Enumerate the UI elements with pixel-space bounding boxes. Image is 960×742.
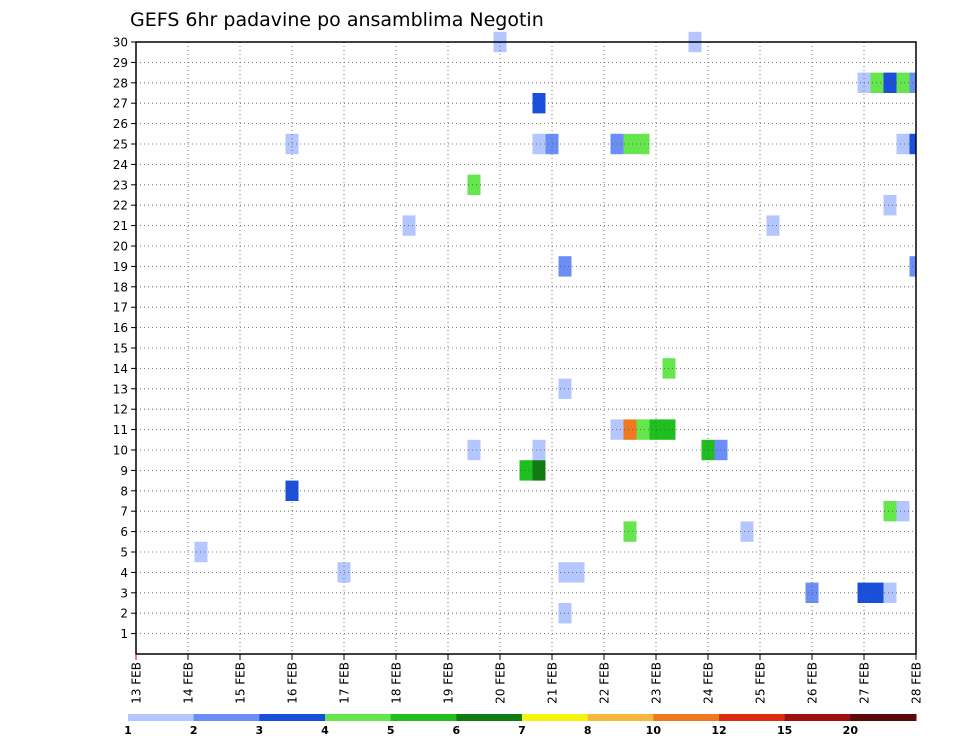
y-tick-label: 23 [113, 178, 128, 192]
colorbar-swatch [325, 714, 392, 721]
y-tick-label: 22 [113, 199, 128, 213]
precip-cell [883, 501, 897, 522]
precip-cell [883, 582, 897, 603]
colorbar-swatch [587, 714, 654, 721]
colorbar-label: 5 [387, 724, 395, 737]
colorbar-swatch [128, 714, 195, 721]
x-tick-label: 21 FEB [546, 662, 560, 704]
colorbar-legend: 1 2 3 4 5 6 7 8 10 12 15 20 [124, 714, 917, 737]
x-tick-label: 17 FEB [338, 662, 352, 704]
precip-cell [532, 439, 546, 461]
y-tick-label: 11 [113, 423, 128, 437]
precip-cell [467, 439, 481, 461]
y-tick-label: 10 [113, 444, 128, 458]
y-tick-label: 25 [113, 138, 128, 152]
y-tick-label: 6 [120, 525, 128, 539]
x-tick-label: 27 FEB [858, 662, 872, 704]
colorbar-label: 4 [321, 724, 329, 737]
colorbar-swatch [719, 714, 786, 721]
y-axis: 1234567891011121314151617181920212223242… [113, 36, 136, 641]
precip-cell [623, 521, 637, 542]
precip-cell [896, 133, 910, 155]
colorbar-label: 3 [256, 724, 264, 737]
y-tick-label: 30 [113, 36, 128, 50]
x-tick-label: 19 FEB [442, 662, 456, 704]
y-tick-label: 3 [120, 586, 128, 600]
precip-cell [467, 174, 481, 195]
precip-cell [623, 419, 637, 440]
precip-cell [532, 460, 546, 481]
y-tick-label: 20 [113, 240, 128, 254]
y-tick-label: 24 [113, 158, 128, 172]
x-axis: 13 FEB 14 FEB 15 FEB 16 FEB 17 FEB 18 FEB 19 F… [130, 654, 924, 704]
y-tick-label: 16 [113, 321, 128, 335]
precip-cell [571, 562, 585, 583]
x-tick-label: 20 FEB [494, 662, 508, 704]
precip-cell [883, 72, 897, 93]
y-tick-label: 18 [113, 280, 128, 294]
y-tick-label: 9 [120, 464, 128, 478]
y-tick-label: 21 [113, 219, 128, 233]
x-tick-label: 13 FEB [130, 662, 144, 704]
colorbar-label: 7 [518, 724, 526, 737]
x-tick-label: 14 FEB [182, 662, 196, 704]
colorbar-label: 12 [711, 724, 726, 737]
y-tick-label: 27 [113, 97, 128, 111]
y-tick-label: 19 [113, 260, 128, 274]
colorbar-label: 2 [190, 724, 198, 737]
grid-lines [136, 41, 916, 654]
colorbar-swatch [522, 714, 589, 721]
y-tick-label: 2 [120, 607, 128, 621]
colorbar-label: 6 [453, 724, 461, 737]
x-tick-label: 23 FEB [650, 662, 664, 704]
precip-cell [532, 93, 546, 114]
x-tick-label: 25 FEB [754, 662, 768, 704]
colorbar-label: 8 [584, 724, 592, 737]
chart-title: GEFS 6hr padavine po ansamblima Negotin [130, 9, 544, 31]
colorbar-label: 10 [646, 724, 662, 737]
precip-cell [896, 72, 910, 93]
colorbar-swatch [784, 714, 851, 721]
precip-cell [740, 521, 754, 542]
y-tick-label: 28 [113, 76, 128, 90]
x-tick-label: 16 FEB [286, 662, 300, 704]
x-tick-label: 24 FEB [702, 662, 716, 704]
colorbar-label: 1 [124, 724, 132, 737]
precipitation-cells [194, 31, 916, 624]
colorbar-swatch [850, 714, 917, 721]
y-tick-label: 1 [120, 627, 128, 641]
x-tick-label: 28 FEB [910, 662, 924, 704]
colorbar-swatch [456, 714, 523, 721]
y-tick-label: 29 [113, 56, 128, 70]
colorbar-swatch [193, 714, 260, 721]
x-tick-label: 22 FEB [598, 662, 612, 704]
y-tick-label: 26 [113, 117, 128, 131]
y-tick-label: 8 [120, 484, 128, 498]
x-tick-label: 15 FEB [234, 662, 248, 704]
x-tick-label: 26 FEB [806, 662, 820, 704]
colorbar-swatch [259, 714, 326, 721]
colorbar-label: 15 [777, 724, 792, 737]
precip-cell [636, 133, 650, 155]
colorbar-swatch [390, 714, 457, 721]
y-tick-label: 4 [120, 566, 128, 580]
y-tick-label: 17 [113, 301, 128, 315]
y-tick-label: 15 [113, 342, 128, 356]
y-tick-label: 7 [120, 505, 128, 519]
precip-cell [532, 133, 546, 155]
x-tick-label: 18 FEB [390, 662, 404, 704]
y-tick-label: 14 [113, 362, 128, 376]
precip-cell [623, 133, 637, 155]
precip-cell [883, 195, 897, 216]
colorbar-label: 20 [843, 724, 859, 737]
y-tick-label: 5 [120, 546, 128, 560]
y-tick-label: 13 [113, 382, 128, 396]
precip-cell [636, 419, 650, 440]
y-tick-label: 12 [113, 403, 128, 417]
precip-cell [896, 501, 910, 522]
colorbar-swatch [653, 714, 720, 721]
precip-cell [519, 460, 533, 481]
